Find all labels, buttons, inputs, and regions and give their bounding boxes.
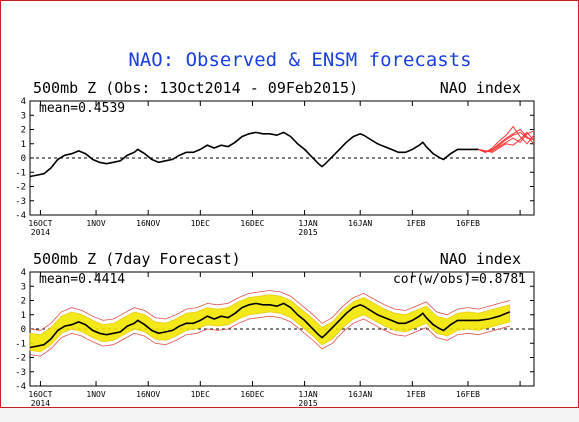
observed-xtick-label: 16FEB xyxy=(456,219,480,228)
observed-ytick-label: -1 xyxy=(15,168,26,178)
forecast-xtick-label: 16OCT xyxy=(28,390,52,399)
forecast-xtick-label: 16JAN xyxy=(348,390,372,399)
observed-xtick-label: 16DEC xyxy=(240,219,264,228)
observed-year-label: 2014 xyxy=(31,228,50,237)
observed-ytick-label: 1 xyxy=(21,140,26,150)
ensemble-upper-envelope xyxy=(29,290,510,331)
observed-ytick-label: -4 xyxy=(15,211,26,221)
observed-panel: 500mb Z (Obs: 13Oct2014 - 09Feb2015) NAO… xyxy=(15,79,535,237)
forecast-ytick-label: 0 xyxy=(21,325,26,335)
forecast-xtick-label: 1FEB xyxy=(406,390,425,399)
ensemble-lower-envelope xyxy=(29,315,510,357)
observed-panel-right-label: NAO index xyxy=(440,79,521,97)
chart-title: NAO: Observed & ENSM forecasts xyxy=(128,49,471,71)
observed-xtick-label: 1FEB xyxy=(406,219,425,228)
observed-ytick-label: 2 xyxy=(21,126,26,136)
observed-ytick-label: 0 xyxy=(21,154,26,164)
observed-panel-mean: mean=0.4539 xyxy=(39,101,125,116)
forecast-xtick-label: 16DEC xyxy=(240,390,264,399)
forecast-year-label: 2014 xyxy=(31,399,50,408)
forecast-panel-correlation: cor(w/obs)=0.8781 xyxy=(393,272,526,287)
observed-xtick-label: 16NOV xyxy=(136,219,160,228)
observed-nao-line xyxy=(29,131,479,178)
observed-xtick-label: 1DEC xyxy=(191,219,210,228)
forecast-xtick-label: 16FEB xyxy=(456,390,480,399)
forecast-ytick-label: -1 xyxy=(15,339,26,349)
forecast-ytick-label: 1 xyxy=(21,311,26,321)
forecast-panel-mean: mean=0.4414 xyxy=(39,272,125,287)
observed-nao-line-forecast-panel xyxy=(29,302,511,349)
forecast-ytick-label: 4 xyxy=(21,268,26,278)
observed-xtick-label: 16OCT xyxy=(28,219,52,228)
observed-year-label: 2015 xyxy=(298,228,317,237)
forecast-xtick-label: 1NOV xyxy=(86,390,105,399)
observed-ytick-label: 3 xyxy=(21,111,26,121)
forecast-xtick-label: 1JAN xyxy=(298,390,317,399)
forecast-panel-subtitle: 500mb Z (7day Forecast) xyxy=(33,250,241,268)
observed-xtick-label: 16JAN xyxy=(348,219,372,228)
forecast-ytick-label: 2 xyxy=(21,297,26,307)
observed-ytick-label: -2 xyxy=(15,183,26,193)
forecast-ytick-label: -4 xyxy=(15,382,26,392)
forecast-xtick-label: 16NOV xyxy=(136,390,160,399)
figure-bottom-strip xyxy=(0,407,579,422)
forecast-xtick-label: 1DEC xyxy=(191,390,210,399)
observed-xtick-label: 1JAN xyxy=(298,219,317,228)
ensemble-forecast-line xyxy=(478,128,535,153)
forecast-panel: 500mb Z (7day Forecast) NAO index mean=0… xyxy=(15,250,535,408)
forecast-ytick-label: 3 xyxy=(21,282,26,292)
observed-ytick-label: -3 xyxy=(15,197,26,207)
observed-ytick-label: 4 xyxy=(21,97,26,107)
observed-xtick-label: 1NOV xyxy=(86,219,105,228)
forecast-ytick-label: -2 xyxy=(15,354,26,364)
forecast-ytick-label: -3 xyxy=(15,368,26,378)
forecast-year-label: 2015 xyxy=(298,399,317,408)
ensemble-spread-band xyxy=(29,294,511,353)
forecast-panel-right-label: NAO index xyxy=(440,250,521,268)
observed-panel-subtitle: 500mb Z (Obs: 13Oct2014 - 09Feb2015) xyxy=(33,79,358,97)
